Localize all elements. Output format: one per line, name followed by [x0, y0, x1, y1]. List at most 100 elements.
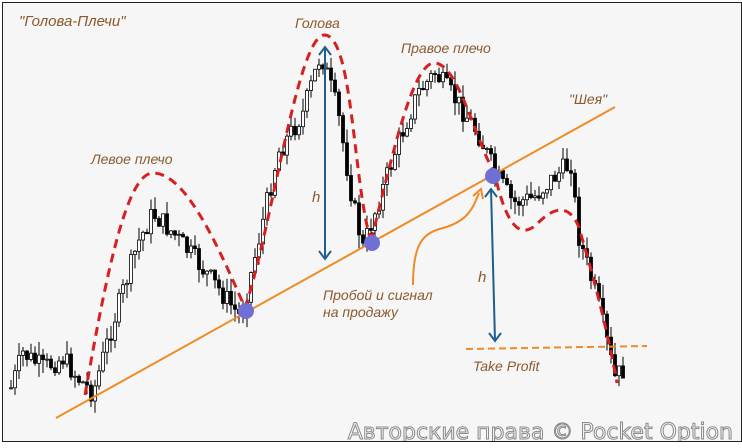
head-and-shoulders-diagram: "Голова-Плечи" Голова Левое плечо Правое…	[2, 2, 742, 442]
height-arrow-head	[318, 45, 332, 261]
candle-body	[233, 304, 237, 310]
candle-body	[157, 218, 161, 227]
candle-body	[177, 233, 181, 236]
candle	[433, 70, 437, 83]
candle-body	[485, 148, 489, 150]
candle-body	[337, 91, 341, 116]
candle	[57, 356, 61, 375]
candle-body	[313, 68, 317, 82]
candle-body	[297, 126, 301, 136]
candle	[81, 380, 85, 384]
candle-body	[181, 233, 185, 238]
candle	[369, 218, 373, 235]
pattern-outline-head	[243, 33, 373, 309]
candle	[13, 364, 17, 395]
candle	[201, 260, 205, 278]
candle-body	[173, 230, 177, 236]
candle-body	[425, 81, 429, 91]
candle-body	[517, 201, 521, 206]
candle-body	[505, 178, 509, 185]
neckline-label: "Шея"	[569, 91, 608, 107]
candle	[361, 229, 365, 248]
candle-body	[9, 387, 13, 390]
candle	[409, 114, 413, 132]
candle	[145, 228, 149, 235]
candle-body	[489, 148, 493, 155]
take-profit-line	[465, 345, 648, 350]
candle	[561, 148, 565, 179]
candle-body	[185, 236, 189, 253]
candle-body	[121, 284, 125, 294]
candle	[113, 313, 117, 349]
candle-body	[533, 195, 537, 199]
candle	[189, 239, 193, 259]
candle	[133, 250, 137, 269]
height-label-projection: h	[478, 269, 487, 286]
candle	[441, 65, 445, 89]
candle	[289, 115, 293, 141]
candle	[233, 291, 237, 322]
candle-body	[189, 245, 193, 253]
candle	[301, 98, 305, 135]
candle-body	[221, 287, 225, 304]
candle-body	[217, 279, 221, 289]
candle	[549, 174, 553, 196]
candle	[501, 168, 505, 184]
candle	[149, 199, 153, 244]
candle-body	[421, 88, 425, 91]
candle-body	[65, 353, 69, 365]
candle-body	[561, 158, 565, 174]
candle-body	[545, 189, 549, 194]
candle	[293, 117, 297, 141]
candle-body	[153, 208, 157, 219]
candle-body	[133, 250, 137, 255]
candle	[525, 185, 529, 206]
candle	[33, 346, 37, 366]
candle	[225, 278, 229, 313]
candle-body	[97, 370, 101, 387]
candle-body	[453, 84, 457, 104]
candle-body	[69, 353, 73, 378]
candle	[109, 325, 113, 353]
candle-body	[573, 172, 577, 198]
candle-body	[17, 354, 21, 372]
candlestick-chart	[9, 57, 625, 413]
candle-body	[565, 158, 569, 172]
candle	[513, 190, 517, 215]
candle-body	[537, 195, 541, 199]
candle	[29, 343, 33, 362]
right-shoulder-label: Правое плечо	[401, 40, 491, 56]
candle	[465, 105, 469, 122]
candle	[545, 188, 549, 199]
candle	[345, 129, 349, 181]
candle	[353, 197, 357, 205]
candle-body	[197, 248, 201, 270]
candle-body	[33, 352, 37, 364]
candle-body	[457, 96, 461, 104]
neckline-touch-point-1	[238, 303, 254, 319]
candle-body	[349, 175, 353, 202]
candle	[269, 183, 273, 198]
candle	[453, 71, 457, 116]
left-shoulder-label: Левое плечо	[91, 151, 173, 167]
candle	[9, 379, 13, 390]
candle	[285, 133, 289, 165]
candle	[489, 144, 493, 161]
pattern-title: "Голова-Плечи"	[19, 13, 126, 30]
candle-body	[445, 72, 449, 79]
candle-body	[89, 384, 93, 402]
candle	[421, 80, 425, 91]
candle-body	[41, 354, 45, 361]
candle-body	[229, 290, 233, 306]
candle	[197, 243, 201, 283]
pattern-outline-right-shoulder	[369, 61, 619, 384]
candle-body	[45, 358, 49, 361]
candle-body	[333, 79, 337, 93]
candle	[97, 364, 101, 390]
candle-body	[269, 192, 273, 196]
candle-body	[49, 358, 53, 369]
candle	[229, 278, 233, 315]
candle-body	[341, 115, 345, 144]
candle-body	[509, 184, 513, 199]
candle-body	[389, 167, 393, 170]
